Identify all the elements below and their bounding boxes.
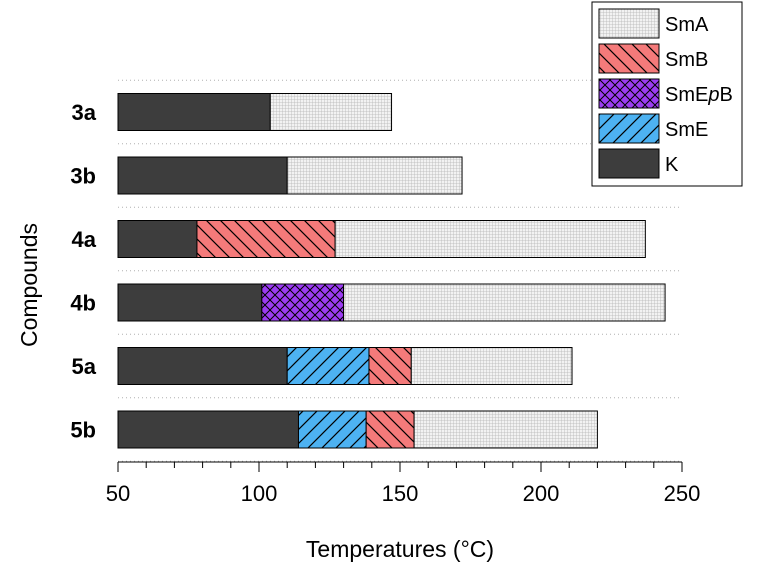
legend-label-SmA: SmA	[665, 14, 709, 36]
bar-segment-5b-SmA	[413, 410, 598, 449]
category-label-3a: 3a	[72, 100, 97, 125]
bar-segment-5a-SmE	[286, 347, 370, 385]
x-tick-label: 150	[382, 481, 419, 506]
legend-swatch-SmA	[598, 8, 660, 39]
category-labels: 3a 3b 4a 4b 5a 5b	[70, 100, 96, 443]
x-tick-label: 250	[664, 481, 701, 506]
x-tick-label: 100	[241, 481, 278, 506]
bar-segment-4b-SmA	[343, 283, 666, 322]
bars	[117, 93, 666, 449]
bar-segment-5b-SmE	[297, 410, 367, 449]
legend-swatch-SmB	[598, 43, 660, 74]
bar-segment-5a-SmB	[368, 347, 412, 385]
legend-label-SmB: SmB	[665, 49, 708, 71]
bar-segment-3a-SmA	[269, 93, 393, 131]
legend-swatch-SmEpB	[598, 78, 660, 109]
category-label-5b: 5b	[70, 418, 96, 443]
legend: SmA SmB SmEpB SmE K	[591, 1, 743, 187]
legend-swatch-K	[598, 148, 660, 179]
x-tick-label: 50	[106, 481, 130, 506]
legend-label-SmE: SmE	[665, 119, 708, 141]
category-label-3b: 3b	[70, 164, 96, 189]
bar-segment-3a-K	[117, 93, 271, 131]
category-label-5a: 5a	[72, 354, 97, 379]
x-axis: 50 100 150 200 250	[106, 461, 701, 506]
bar-segment-5b-SmB	[365, 410, 415, 449]
bar-segment-5b-K	[117, 410, 299, 449]
bar-segment-3b-K	[117, 156, 288, 195]
bar-segment-5a-SmA	[410, 347, 573, 385]
y-axis-title: Compounds	[16, 223, 42, 347]
legend-label-SmEpB: SmEpB	[665, 84, 733, 106]
bar-segment-4a-SmA	[334, 220, 646, 258]
bar-segment-3b-SmA	[286, 156, 463, 195]
bar-segment-4a-K	[117, 220, 198, 258]
x-axis-title: Temperatures (°C)	[306, 536, 494, 562]
legend-swatch-SmE	[598, 113, 660, 144]
category-label-4b: 4b	[70, 291, 96, 316]
legend-label-K: K	[665, 154, 679, 176]
x-tick-label: 200	[523, 481, 560, 506]
bar-segment-4a-SmB	[196, 220, 336, 258]
category-label-4a: 4a	[72, 227, 97, 252]
bar-segment-4b-SmEpB	[261, 283, 345, 322]
bar-segment-4b-K	[117, 283, 263, 322]
bar-segment-5a-K	[117, 347, 288, 385]
